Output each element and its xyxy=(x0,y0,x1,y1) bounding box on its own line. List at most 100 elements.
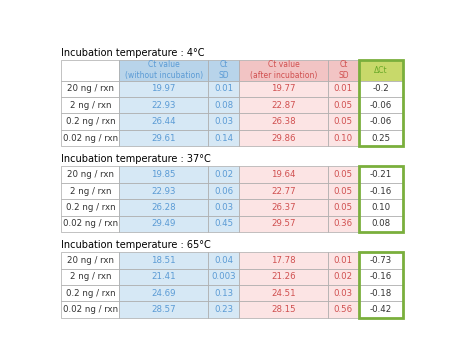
Text: 19.97: 19.97 xyxy=(151,84,176,93)
Bar xyxy=(62,216,119,232)
Bar xyxy=(208,302,239,318)
Bar xyxy=(62,60,119,80)
Bar xyxy=(62,199,119,216)
Text: Ct
SD: Ct SD xyxy=(218,60,229,80)
Text: 0.2 ng / rxn: 0.2 ng / rxn xyxy=(66,289,115,298)
Bar xyxy=(239,183,328,199)
Bar xyxy=(239,216,328,232)
Bar xyxy=(239,80,328,97)
Text: -0.21: -0.21 xyxy=(370,170,392,179)
Bar xyxy=(119,60,208,80)
Text: Ct value
(after incubation): Ct value (after incubation) xyxy=(250,60,317,80)
Bar xyxy=(359,80,403,97)
Bar xyxy=(359,268,403,285)
Bar xyxy=(208,285,239,302)
Bar xyxy=(239,130,328,146)
Bar xyxy=(328,130,359,146)
Bar xyxy=(119,166,208,183)
Bar xyxy=(119,183,208,199)
Bar xyxy=(359,285,403,302)
Text: 0.13: 0.13 xyxy=(214,289,233,298)
Text: 0.03: 0.03 xyxy=(214,203,233,212)
Bar xyxy=(119,268,208,285)
Text: 22.93: 22.93 xyxy=(151,187,176,195)
Text: -0.18: -0.18 xyxy=(370,289,392,298)
Bar xyxy=(208,216,239,232)
Bar xyxy=(328,252,359,268)
Text: 0.03: 0.03 xyxy=(214,117,233,126)
Text: 19.64: 19.64 xyxy=(271,170,296,179)
Text: 0.25: 0.25 xyxy=(372,134,391,143)
Text: 0.05: 0.05 xyxy=(334,170,353,179)
Bar xyxy=(62,97,119,114)
Bar xyxy=(359,97,403,114)
Text: 0.56: 0.56 xyxy=(334,305,353,314)
Bar xyxy=(62,302,119,318)
Text: 0.08: 0.08 xyxy=(214,101,233,110)
Bar xyxy=(239,302,328,318)
Bar xyxy=(119,285,208,302)
Bar xyxy=(359,166,403,183)
Bar xyxy=(359,252,403,318)
Text: 0.02: 0.02 xyxy=(214,170,233,179)
Text: 2 ng / rxn: 2 ng / rxn xyxy=(70,272,111,281)
Bar xyxy=(208,80,239,97)
Bar xyxy=(62,285,119,302)
Text: 0.05: 0.05 xyxy=(334,187,353,195)
Bar xyxy=(119,199,208,216)
Text: 26.38: 26.38 xyxy=(271,117,296,126)
Bar xyxy=(208,60,239,80)
Text: 0.06: 0.06 xyxy=(214,187,233,195)
Bar xyxy=(119,130,208,146)
Text: 20 ng / rxn: 20 ng / rxn xyxy=(67,170,114,179)
Text: 19.85: 19.85 xyxy=(151,170,176,179)
Bar xyxy=(359,60,403,80)
Bar xyxy=(62,183,119,199)
Bar xyxy=(62,114,119,130)
Text: 22.93: 22.93 xyxy=(151,101,176,110)
Text: 20 ng / rxn: 20 ng / rxn xyxy=(67,84,114,93)
Bar xyxy=(239,97,328,114)
Text: -0.06: -0.06 xyxy=(370,101,392,110)
Bar xyxy=(359,60,403,146)
Bar xyxy=(62,80,119,97)
Text: 2 ng / rxn: 2 ng / rxn xyxy=(70,101,111,110)
Text: 28.57: 28.57 xyxy=(151,305,176,314)
Bar xyxy=(359,183,403,199)
Text: 0.02 ng / rxn: 0.02 ng / rxn xyxy=(63,134,118,143)
Text: 20 ng / rxn: 20 ng / rxn xyxy=(67,256,114,265)
Bar xyxy=(62,268,119,285)
Bar xyxy=(359,302,403,318)
Text: 29.57: 29.57 xyxy=(271,219,296,229)
Text: 0.05: 0.05 xyxy=(334,101,353,110)
Bar xyxy=(359,252,403,268)
Text: 0.02 ng / rxn: 0.02 ng / rxn xyxy=(63,219,118,229)
Bar xyxy=(119,302,208,318)
Bar xyxy=(119,114,208,130)
Bar xyxy=(119,216,208,232)
Text: Ct
SD: Ct SD xyxy=(338,60,349,80)
Text: 28.15: 28.15 xyxy=(271,305,296,314)
Bar xyxy=(328,268,359,285)
Text: 0.01: 0.01 xyxy=(214,84,233,93)
Text: 24.51: 24.51 xyxy=(271,289,296,298)
Bar xyxy=(359,199,403,216)
Bar xyxy=(359,114,403,130)
Text: 18.51: 18.51 xyxy=(151,256,176,265)
Bar xyxy=(239,166,328,183)
Text: 0.003: 0.003 xyxy=(211,272,236,281)
Bar xyxy=(208,183,239,199)
Bar xyxy=(328,80,359,97)
Text: -0.16: -0.16 xyxy=(370,187,392,195)
Bar xyxy=(239,199,328,216)
Text: 0.03: 0.03 xyxy=(334,289,353,298)
Text: 0.02 ng / rxn: 0.02 ng / rxn xyxy=(63,305,118,314)
Text: ΔCt: ΔCt xyxy=(374,66,388,75)
Text: 0.14: 0.14 xyxy=(214,134,233,143)
Text: 26.28: 26.28 xyxy=(151,203,176,212)
Bar xyxy=(208,268,239,285)
Text: -0.06: -0.06 xyxy=(370,117,392,126)
Text: -0.2: -0.2 xyxy=(373,84,389,93)
Text: 0.02: 0.02 xyxy=(334,272,353,281)
Text: 21.41: 21.41 xyxy=(151,272,176,281)
